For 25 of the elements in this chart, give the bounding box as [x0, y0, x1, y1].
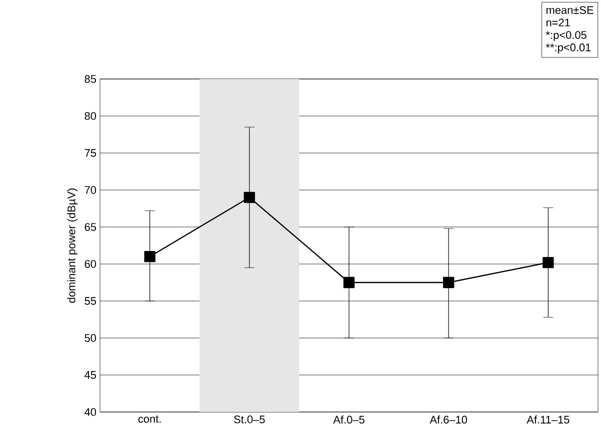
point: [443, 276, 454, 288]
text: mean±SE: [546, 6, 594, 14]
y-tick-label: 45: [84, 371, 96, 379]
y-tick-label: 75: [84, 149, 96, 157]
point: [542, 256, 554, 268]
y-tick-label: 70: [84, 186, 96, 194]
y-tick-label: 40: [84, 408, 96, 416]
x-tick-label: St.0–5: [234, 416, 265, 424]
x-tick-label: Af.6–10: [430, 416, 468, 424]
y-tick-label: 55: [84, 297, 96, 305]
text: **:p<0.01: [546, 44, 591, 54]
y-tick-label: 85: [84, 75, 96, 83]
text: *:p<0.05: [546, 31, 586, 42]
y-tick-label: 50: [84, 334, 96, 342]
point: [343, 276, 355, 288]
y-tick-label: 60: [84, 260, 96, 268]
x-tick-label: cont.: [138, 416, 161, 423]
x-tick-label: Af.11–15: [526, 416, 570, 424]
point: [144, 251, 156, 262]
y-tick-label: 65: [84, 223, 96, 231]
y-axis-title: dominant power (dBµV): [67, 188, 78, 303]
y-tick-label: 80: [84, 112, 96, 120]
point: [244, 192, 255, 203]
text: n=21: [546, 18, 570, 26]
x-tick-label: Af.0–5: [333, 416, 364, 424]
